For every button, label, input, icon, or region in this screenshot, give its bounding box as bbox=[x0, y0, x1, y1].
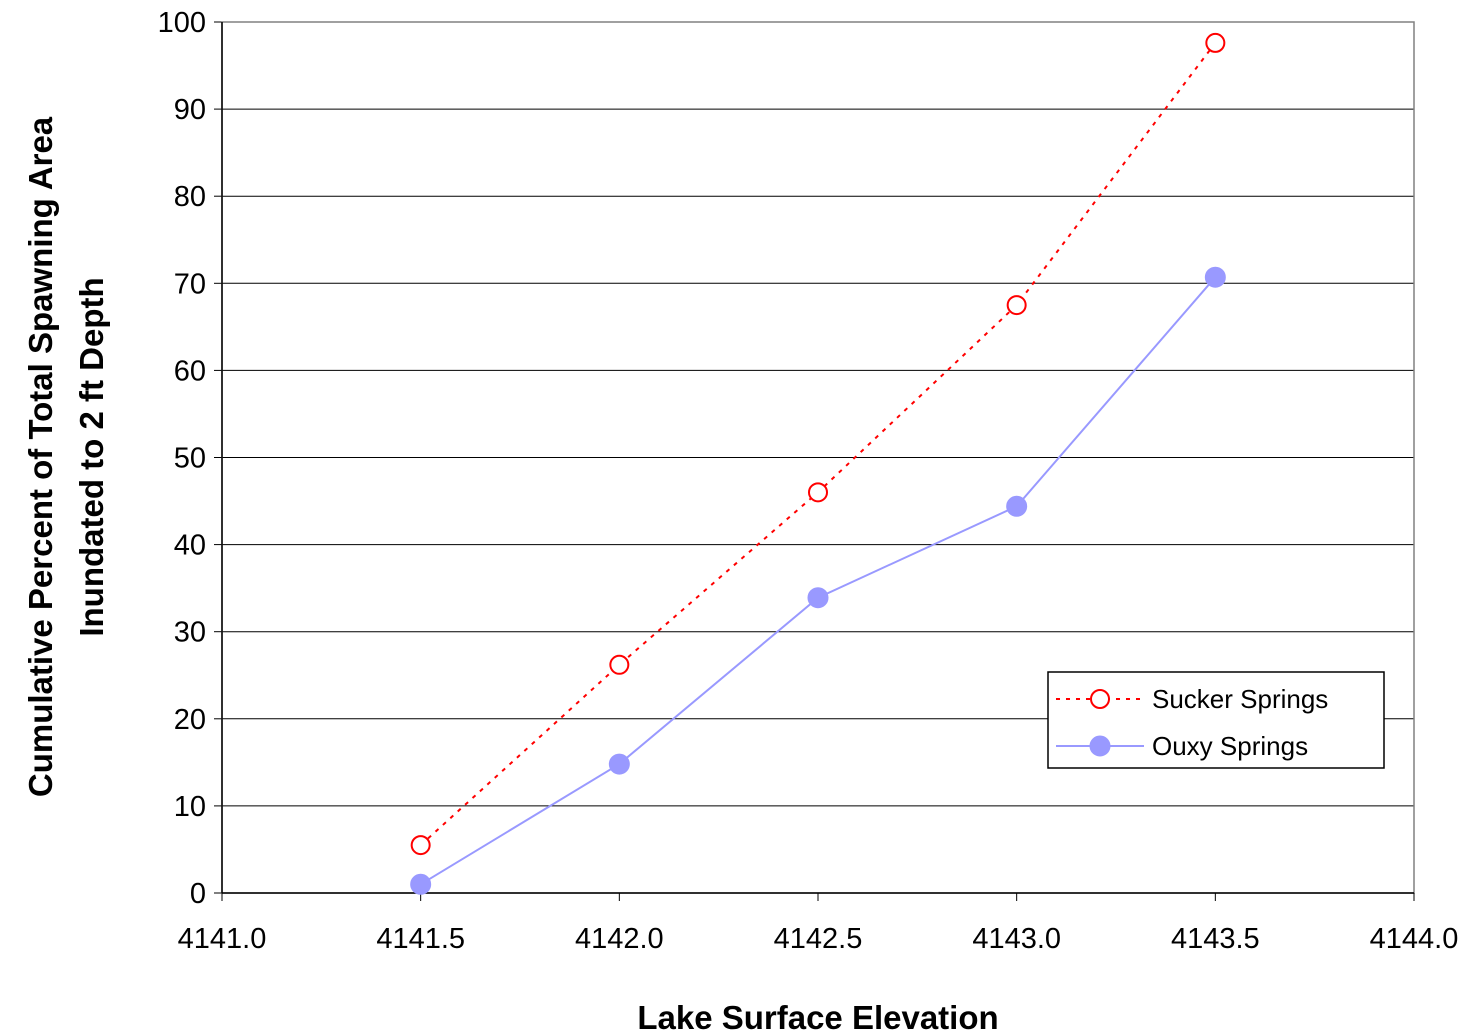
legend: Sucker Springs Ouxy Springs bbox=[1047, 671, 1385, 769]
y-tick-label: 40 bbox=[174, 530, 206, 562]
y-tick-label: 30 bbox=[174, 617, 206, 649]
data-point bbox=[808, 482, 828, 503]
data-point bbox=[410, 873, 432, 895]
data-point bbox=[609, 654, 630, 675]
data-point bbox=[1006, 495, 1028, 517]
x-tick-label: 4143.5 bbox=[1171, 923, 1260, 955]
x-tick-label: 4141.0 bbox=[178, 923, 267, 955]
y-axis-title-line-2: Inundated to 2 ft Depth bbox=[73, 277, 110, 636]
data-point bbox=[807, 587, 829, 609]
legend-marker bbox=[1090, 689, 1110, 709]
axes: 0 10 20 30 40 50 60 70 80 90 100 4141.0 4141.5 4142.0… bbox=[158, 7, 1459, 955]
legend-label: Ouxy Springs bbox=[1152, 731, 1308, 761]
y-tick-label: 70 bbox=[174, 268, 206, 300]
y-tick-label: 100 bbox=[158, 7, 206, 39]
x-tick-label: 4142.0 bbox=[575, 923, 664, 955]
x-axis-title: Lake Surface Elevation bbox=[637, 999, 998, 1036]
data-point bbox=[608, 753, 630, 775]
legend-label: Sucker Springs bbox=[1152, 684, 1328, 714]
y-tick-label: 10 bbox=[174, 791, 206, 823]
x-tick-label: 4141.5 bbox=[376, 923, 465, 955]
y-tick-label: 90 bbox=[174, 94, 206, 126]
x-tick-label: 4142.5 bbox=[774, 923, 863, 955]
legend-marker bbox=[1089, 735, 1111, 757]
data-point bbox=[1204, 266, 1226, 288]
y-tick-label: 60 bbox=[174, 355, 206, 387]
data-point bbox=[410, 835, 431, 856]
data-point bbox=[1205, 32, 1226, 53]
y-tick-label: 50 bbox=[174, 443, 206, 475]
y-axis-title-line-1: Cumulative Percent of Total Spawning Are… bbox=[22, 116, 59, 797]
data-point bbox=[1006, 295, 1027, 316]
series-group bbox=[410, 32, 1226, 895]
x-tick-label: 4143.0 bbox=[972, 923, 1061, 955]
y-tick-label: 20 bbox=[174, 704, 206, 736]
y-tick-label: 0 bbox=[190, 878, 206, 910]
x-tick-label: 4144.0 bbox=[1370, 923, 1459, 955]
y-tick-label: 80 bbox=[174, 181, 206, 213]
